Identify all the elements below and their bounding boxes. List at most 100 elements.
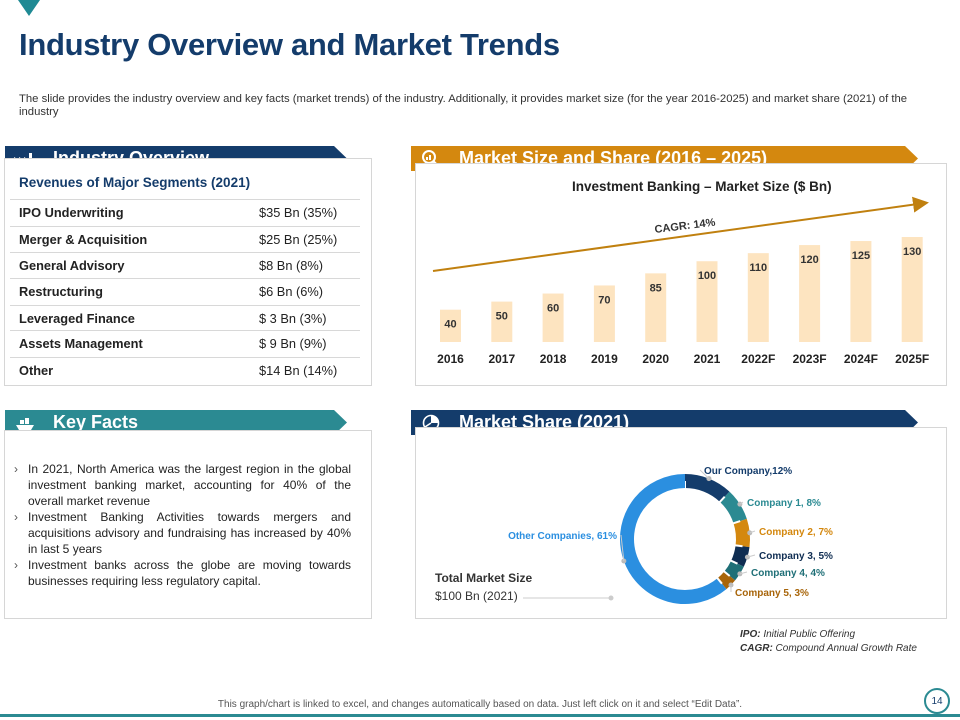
category-tick-label: 2021 — [694, 352, 721, 366]
key-fact-text: Investment banks across the globe are mo… — [28, 558, 351, 588]
key-fact-item: › In 2021, North America was the largest … — [14, 462, 351, 508]
donut-slice — [684, 474, 730, 503]
footer-note: This graph/chart is linked to excel, and… — [217, 699, 743, 710]
revenue-label: Assets Management — [19, 336, 143, 351]
leader-dot — [744, 554, 750, 560]
footnote-cagr: CAGR: Compound Annual Growth Rate — [740, 643, 917, 654]
footnote-ipo: IPO: Initial Public Offering — [740, 629, 855, 640]
bar-value-label: 110 — [749, 262, 767, 274]
leader-line — [739, 501, 744, 505]
bar-value-label: 130 — [903, 246, 921, 258]
category-tick-label: 2020 — [642, 352, 669, 366]
footer-divider — [0, 714, 960, 717]
key-facts-panel — [4, 430, 372, 619]
revenue-label: General Advisory — [19, 258, 125, 273]
donut-slice — [731, 545, 750, 567]
bar-value-label: 125 — [852, 250, 870, 262]
bar-2018 — [542, 293, 564, 342]
donut-slice — [620, 474, 727, 604]
total-market-label: Total Market Size — [435, 571, 532, 585]
key-fact-item: › Investment Banking Activities towards m… — [14, 510, 351, 556]
leader-line — [747, 554, 756, 558]
revenue-row: Restructuring $6 Bn (6%) — [10, 278, 360, 304]
bar-2016 — [440, 309, 461, 342]
revenue-value: $ 3 Bn (3%) — [259, 311, 327, 326]
donut-slice — [719, 491, 747, 524]
page-subtitle: The slide provides the industry overview… — [19, 93, 908, 118]
revenue-label: Leveraged Finance — [19, 311, 135, 326]
bar-2024F — [850, 241, 872, 342]
revenue-value: $8 Bn (8%) — [259, 258, 324, 273]
revenues-heading: Revenues of Major Segments (2021) — [19, 175, 251, 190]
slice-label: Company 5, 3% — [735, 588, 809, 599]
key-fact-text: Investment Banking Activities towards me… — [28, 510, 351, 556]
category-tick-label: 2025F — [895, 352, 929, 366]
key-facts-heading: Key Facts — [53, 412, 139, 432]
footnote-text: Compound Annual Growth Rate — [772, 643, 917, 654]
revenue-label: Restructuring — [19, 284, 103, 299]
bar-value-label: 100 — [698, 270, 716, 282]
bar-2025F — [901, 237, 923, 342]
bar-2017 — [491, 301, 513, 342]
donut-slice — [733, 518, 750, 548]
slice-label: Company 2, 7% — [759, 527, 833, 538]
corner-decoration — [18, 0, 40, 16]
revenue-label: IPO Underwriting — [19, 205, 124, 220]
market-share-donut-chart: Our Company,12% Company 1, 8% Company 2, 7… — [435, 466, 833, 604]
leader-line — [749, 530, 756, 534]
revenue-row: Merger & Acquisition $25 Bn (25%) — [10, 226, 360, 252]
bar-value-label: 40 — [444, 319, 456, 331]
market-size-chart-title: Investment Banking – Market Size ($ Bn) — [572, 179, 832, 194]
footnote-abbr: CAGR: — [740, 643, 773, 654]
revenue-label: Other — [19, 363, 54, 378]
donut-slice — [724, 560, 744, 581]
leader-dot — [728, 582, 734, 588]
revenue-row: Other $14 Bn (14%) — [10, 357, 360, 383]
bar-value-label: 60 — [547, 303, 559, 315]
bar-value-label: 85 — [650, 282, 662, 294]
bar-2022F — [747, 253, 769, 342]
key-facts-list: › In 2021, North America was the largest … — [14, 461, 351, 589]
revenue-row: General Advisory $8 Bn (8%) — [10, 252, 360, 278]
bar-2020 — [645, 273, 667, 342]
footnote-text: Initial Public Offering — [760, 629, 856, 640]
slice-label: Company 4, 4% — [751, 568, 825, 579]
revenue-value: $6 Bn (6%) — [259, 284, 324, 299]
bar-2019 — [593, 285, 615, 342]
category-tick-label: 2024F — [844, 352, 878, 366]
revenue-value: $25 Bn (25%) — [259, 232, 338, 247]
bar-value-label: 50 — [496, 311, 508, 323]
bar-value-label: 120 — [800, 254, 818, 266]
bar-2023F — [799, 245, 821, 342]
category-tick-label: 2016 — [437, 352, 464, 366]
leader-line — [699, 469, 710, 479]
bar-2021 — [696, 261, 718, 342]
revenue-value: $35 Bn (35%) — [259, 205, 338, 220]
revenue-label: Merger & Acquisition — [19, 232, 148, 247]
market-size-bar-chart: 40 2016 50 2017 60 2018 70 2019 85 2020 100 2021 110… — [432, 196, 929, 366]
industry-overview-panel — [4, 158, 372, 386]
page-number: 14 — [924, 688, 950, 714]
leader-line — [620, 534, 625, 562]
ship-icon — [5, 415, 45, 431]
category-tick-label: 2019 — [591, 352, 618, 366]
revenue-row: Leveraged Finance $ 3 Bn (3%) — [10, 305, 360, 331]
slice-label: Company 3, 5% — [759, 551, 833, 562]
cagr-trend-arrow — [432, 196, 929, 272]
revenue-value: $ 9 Bn (9%) — [259, 336, 327, 351]
revenue-value: $14 Bn (14%) — [259, 363, 338, 378]
key-fact-item: › Investment banks across the globe are m… — [14, 558, 351, 588]
category-tick-label: 2023F — [793, 352, 827, 366]
slice-label: Our Company,12% — [704, 466, 792, 477]
revenue-row: IPO Underwriting $35 Bn (35%) — [10, 199, 360, 225]
donut-slice — [717, 571, 736, 590]
total-market-value: $100 Bn (2021) — [435, 589, 518, 603]
revenue-row: Assets Management $ 9 Bn (9%) — [10, 330, 360, 356]
key-fact-text: In 2021, North America was the largest r… — [28, 462, 351, 508]
footnote-abbr: IPO: — [740, 629, 761, 640]
market-share-panel — [415, 427, 947, 619]
leader-line — [739, 571, 748, 575]
slice-label: Other Companies, 61% — [508, 531, 617, 542]
bar-value-label: 70 — [598, 294, 610, 306]
category-tick-label: 2018 — [540, 352, 567, 366]
